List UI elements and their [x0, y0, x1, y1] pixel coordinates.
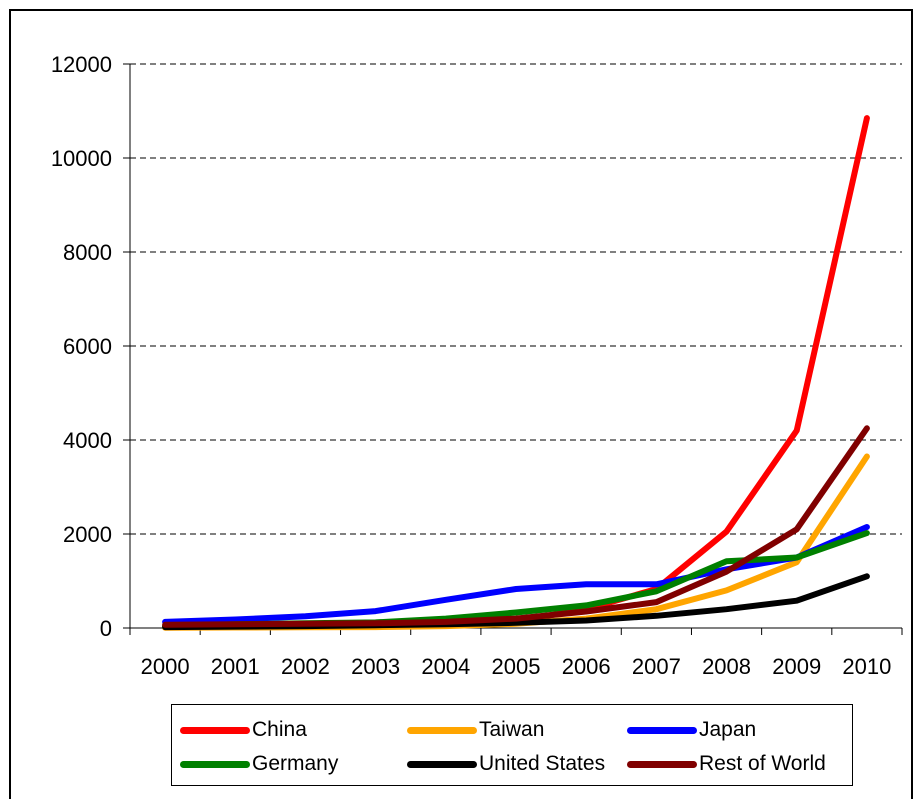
x-tick-label: 2004: [421, 654, 470, 679]
x-tick-label: 2009: [772, 654, 821, 679]
legend: China Taiwan Japan Germany United States…: [171, 704, 853, 786]
legend-item-japan: Japan: [627, 715, 756, 745]
x-tick-label: 2006: [562, 654, 611, 679]
x-tick-labels: 2000 2001 2002 2003 2004 2005 2006 2007 2008 2009…: [141, 654, 892, 679]
axes: [123, 63, 903, 635]
y-tick-label: 12000: [51, 52, 112, 77]
legend-item-rest-of-world: Rest of World: [627, 749, 826, 779]
legend-label: China: [252, 718, 307, 741]
legend-item-united-states: United States: [407, 749, 605, 779]
y-tick-label: 0: [100, 616, 112, 641]
y-tick-label: 6000: [63, 334, 112, 359]
series-line-rest-of-world: [162, 425, 870, 628]
y-tick-labels: 0 2000 4000 6000 8000 10000 12000: [51, 52, 112, 641]
x-tick-label: 2005: [492, 654, 541, 679]
legend-swatch-united-states: [407, 760, 477, 768]
legend-item-germany: Germany: [180, 749, 338, 779]
legend-label: United States: [479, 752, 606, 775]
legend-swatch-rest-of-world: [627, 760, 697, 768]
legend-swatch-taiwan: [407, 726, 477, 734]
legend-label: Rest of World: [699, 752, 826, 775]
x-tick-label: 2001: [211, 654, 260, 679]
series-lines: [162, 115, 870, 631]
legend-label: Germany: [252, 752, 339, 775]
x-tick-label: 2010: [842, 654, 891, 679]
gridlines: [130, 63, 902, 535]
legend-label: Taiwan: [479, 718, 545, 741]
legend-swatch-germany: [180, 760, 250, 768]
legend-item-china: China: [180, 715, 307, 745]
x-tick-label: 2000: [141, 654, 190, 679]
y-tick-label: 8000: [63, 240, 112, 265]
chart-frame: [9, 9, 913, 799]
x-tick-label: 2002: [281, 654, 330, 679]
y-tick-label: 10000: [51, 146, 112, 171]
legend-item-taiwan: Taiwan: [407, 715, 544, 745]
legend-swatch-japan: [627, 726, 697, 734]
x-tick-label: 2008: [702, 654, 751, 679]
x-tick-label: 2007: [632, 654, 681, 679]
y-tick-label: 4000: [63, 428, 112, 453]
x-tick-label: 2003: [351, 654, 400, 679]
legend-swatch-china: [180, 726, 250, 734]
legend-label: Japan: [699, 718, 757, 741]
y-tick-label: 2000: [63, 522, 112, 547]
series-line-japan: [162, 524, 870, 625]
